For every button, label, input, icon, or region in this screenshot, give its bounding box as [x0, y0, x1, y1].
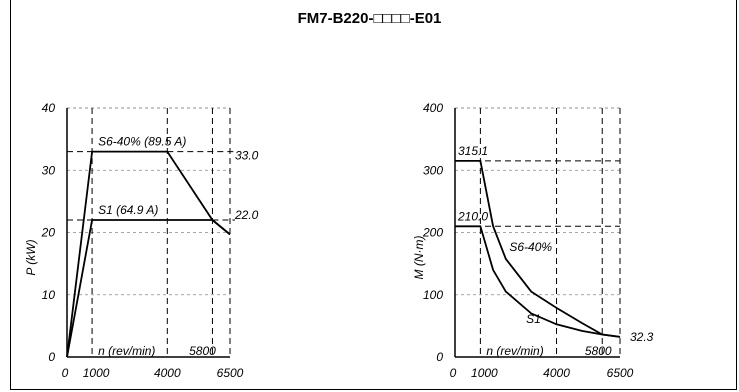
m-ytick-4: 400 — [423, 101, 443, 115]
p-xtick-0: 0 — [62, 366, 69, 380]
m-series-0-line — [455, 160, 621, 338]
m-left-label-1: 210.0 — [457, 209, 488, 223]
p-series-1-line — [66, 219, 231, 358]
m-xtick-extra: 5800 — [585, 344, 612, 358]
m-left-label-0: 315.1 — [458, 144, 488, 158]
m-xtick-3: 6500 — [607, 366, 634, 380]
m-xtick-1: 1000 — [471, 366, 498, 380]
p-xtick-1: 1000 — [83, 366, 110, 380]
p-ytick-1: 10 — [42, 288, 56, 302]
p-series-0-label: S6-40% (89.5 A) — [98, 135, 186, 149]
p-series-1-label: S1 (64.9 A) — [98, 203, 158, 217]
p-series-0-line — [66, 150, 231, 358]
m-end-label: 32.3 — [630, 330, 654, 344]
chart-title: FM7-B220-□□□□-E01 — [297, 10, 442, 27]
p-xtick-2: 4000 — [154, 366, 181, 380]
p-ytick-4: 40 — [42, 101, 56, 115]
p-xtick-3: 6500 — [217, 366, 244, 380]
m-series-0-label: S6-40% — [509, 240, 552, 254]
p-ytick-3: 30 — [42, 163, 56, 177]
m-ytick-1: 100 — [423, 288, 443, 302]
m-ylabel: M (N·m) — [412, 236, 426, 280]
m-xtick-2: 4000 — [543, 366, 570, 380]
p-right-label-0: 33.0 — [235, 149, 259, 163]
p-ytick-2: 20 — [41, 226, 56, 240]
m-xtick-0: 0 — [450, 366, 457, 380]
m-ytick-0: 0 — [436, 350, 443, 364]
m-xlabel: n (rev/min) — [486, 344, 543, 358]
p-ylabel: P (kW) — [24, 239, 38, 275]
p-xlabel: n (rev/min) — [98, 344, 155, 358]
frame-border — [10, 0, 737, 390]
p-right-label-1: 22.0 — [234, 208, 259, 222]
m-ytick-3: 300 — [423, 163, 443, 177]
m-series-1-label: S1 — [526, 312, 541, 326]
p-xtick-extra: 5800 — [189, 344, 216, 358]
m-series-1-line — [455, 225, 621, 338]
p-ytick-0: 0 — [48, 350, 55, 364]
m-ytick-2: 200 — [422, 226, 443, 240]
